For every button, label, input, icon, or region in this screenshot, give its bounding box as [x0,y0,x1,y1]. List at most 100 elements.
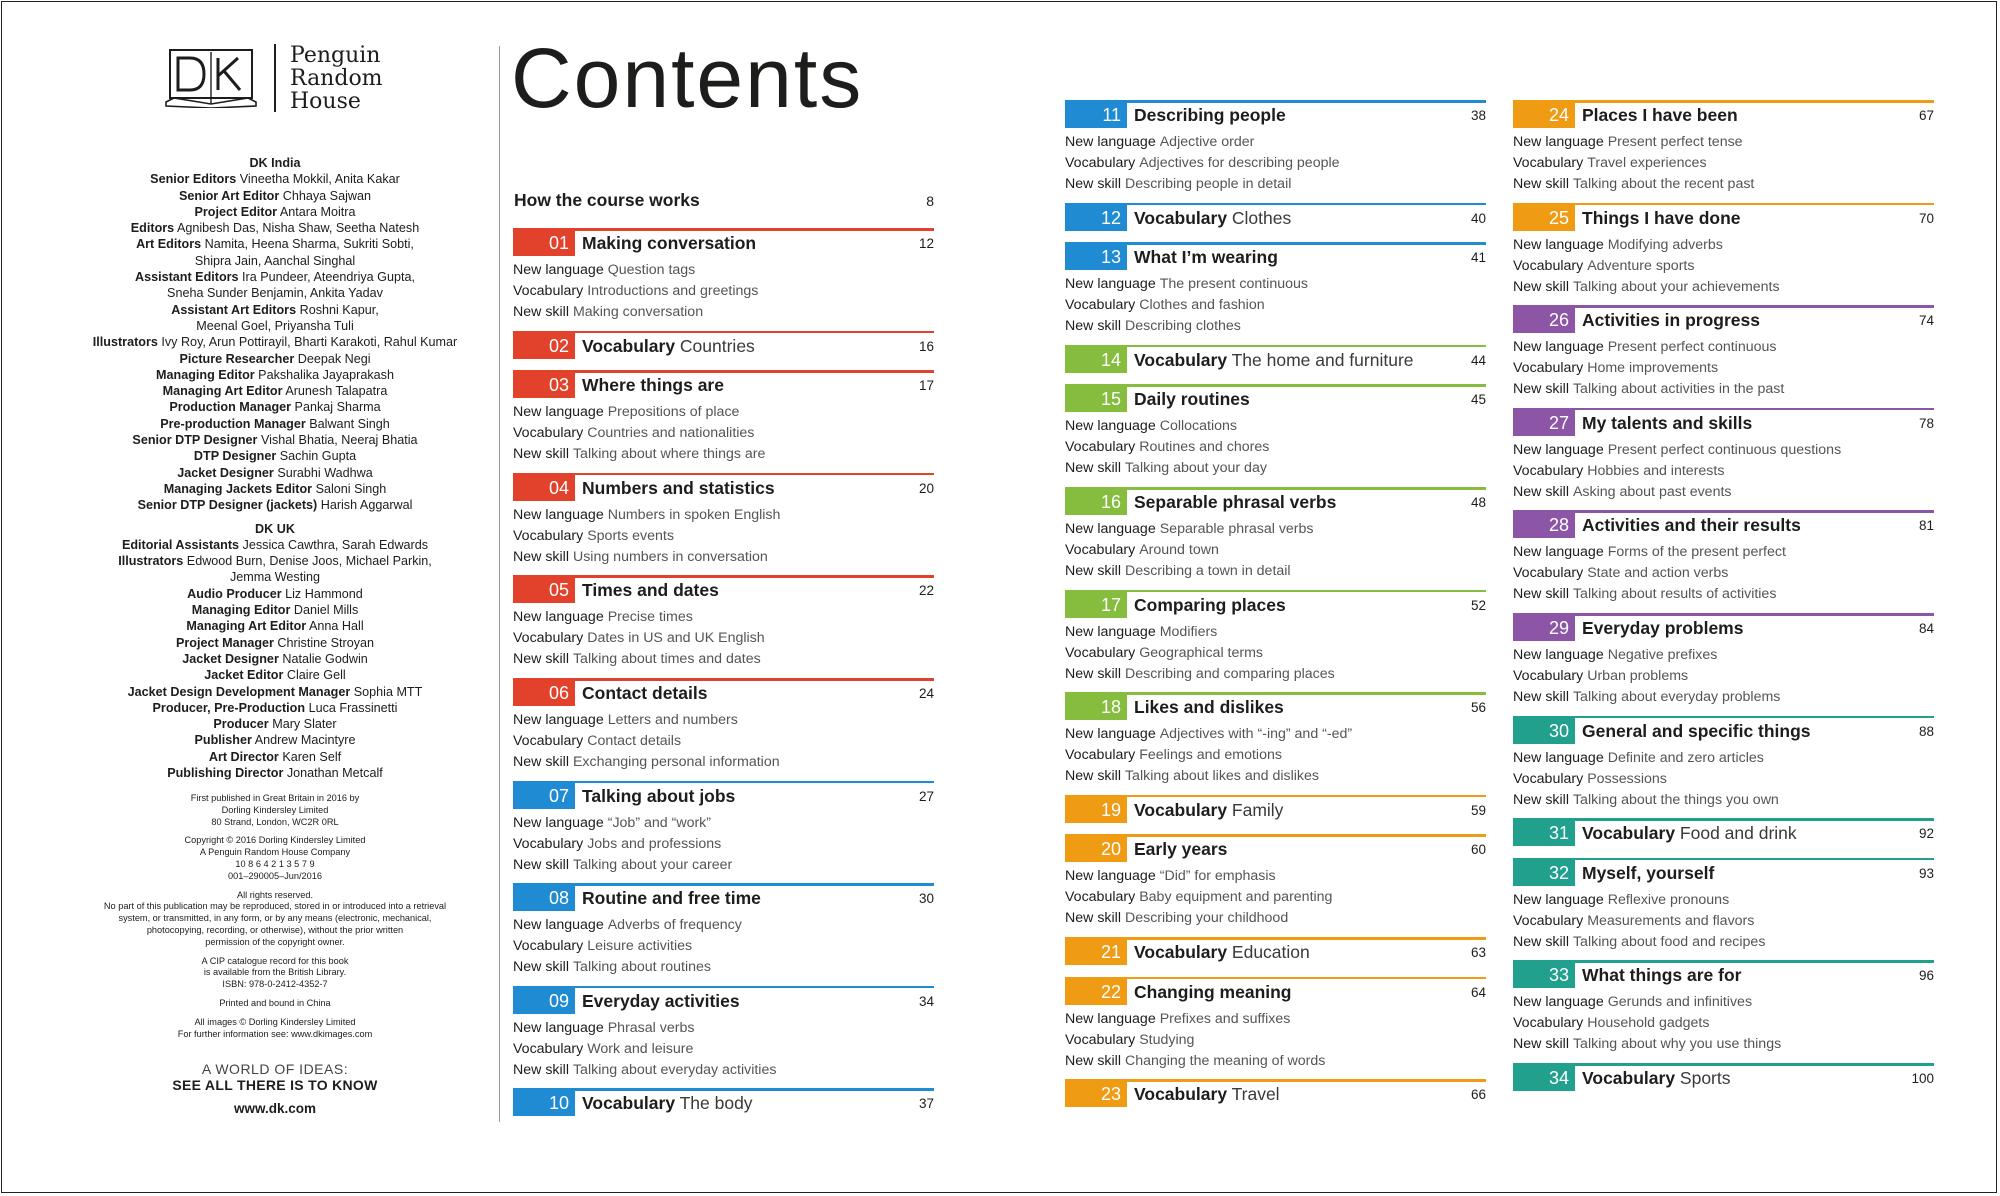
detail-value: Dates in US and UK English [587,630,765,647]
unit-title: Contact details [582,682,707,704]
unit-page-number: 30 [918,891,934,907]
detail-value: Describing and comparing places [1124,665,1335,682]
unit-rule [1065,794,1486,798]
unit-details: New language “Did” for emphasis Vocabulary… [1065,866,1332,929]
unit-detail-row: Vocabulary Dates in US and UK English [513,628,765,649]
imprint-line: A Penguin Random House Company [199,847,351,858]
unit-details: New language Prepositions of place Vocabul… [513,402,765,465]
credit-role: Publishing Director [167,765,284,780]
unit-title-text: Vocabulary [1134,1084,1228,1105]
toc-entry-how-course-works[interactable]: How the course works 8 [514,190,934,211]
credit-names: Jonathan Metcalf [283,765,383,780]
unit-number-badge: 06 [513,680,575,706]
unit-page-number: 63 [1470,945,1486,960]
credit-line: Shipra Jain, Aanchal Singhal [194,253,356,268]
credits-heading: DK India [249,156,301,170]
unit-detail-row: New skill Changing the meaning of words [1065,1051,1325,1072]
detail-label: Vocabulary [513,733,584,749]
website-link[interactable]: www.dk.com [233,1101,316,1116]
credit-role: Illustrators [92,335,158,350]
unit-rule [1065,344,1486,348]
unit-number-badge: 19 [1065,796,1127,823]
unit-title-text: Activities and their results [1582,515,1801,536]
unit-number-badge: 02 [513,332,575,359]
unit-title-text: Comparing places [1134,594,1286,615]
unit-title-text: Times and dates [582,580,719,601]
unit-detail-row: Vocabulary Clothes and fashion [1065,295,1308,316]
detail-value: Negative prefixes [1607,647,1718,663]
detail-value: Countries and nationalities [587,425,755,442]
detail-value: Exchanging personal information [572,754,780,770]
unit-detail-row: Vocabulary Baby equipment and parenting [1065,887,1332,908]
detail-value: Using numbers in conversation [572,548,768,565]
detail-value: Forms of the present perfect [1607,544,1786,561]
detail-value: Talking about likes and dislikes [1124,768,1319,785]
credit-names: Surabhi Wadhwa [273,465,373,480]
unit-subtitle: The body [675,1093,753,1114]
unit-rule [1513,857,1934,861]
unit-detail-row: New skill Talking about results of activi… [1513,584,1786,605]
unit-number-badge: 03 [513,372,575,399]
unit-number-badge: 16 [1065,489,1127,515]
detail-value: Talking about food and recipes [1572,933,1766,950]
detail-value: Talking about activities in the past [1572,381,1785,398]
detail-value: Talking about the things you own [1572,791,1779,808]
unit-title: Where things are [582,374,724,396]
unit-subtitle: Countries [675,335,755,356]
detail-label: New language [1065,1010,1156,1027]
credits-gap [55,514,495,521]
imprint-line: 001–290005–Jun/2016 [227,870,322,881]
unit-page-number: 16 [918,338,934,354]
unit-page-number: 66 [1470,1087,1486,1103]
credit-line: Illustrators Ivy Roy, Arun Pottirayil, B… [55,334,495,350]
unit-rule [513,678,934,681]
unit-detail-row: New skill Describing people in detail [1065,174,1340,195]
detail-value: Adjectives with “-ing” and “-ed” [1159,726,1353,743]
unit-detail-row: Vocabulary Feelings and emotions [1065,745,1352,766]
detail-label: Vocabulary [1513,257,1584,274]
credit-names: Karen Self [278,749,342,764]
unit-rule [1513,202,1934,206]
unit-number-badge: 25 [1513,204,1575,231]
unit-page-number: 93 [1918,865,1934,881]
unit-title-text: Contact details [582,683,708,703]
detail-value: Prepositions of place [607,404,740,421]
detail-label: Vocabulary [513,527,584,544]
imprint-notice: First published in Great Britain in 2016… [55,793,495,1040]
credit-role: Senior DTP Designer [132,433,258,448]
unit-rule [1065,976,1486,980]
unit-details: New language Negative prefixes Vocabulary U… [1513,645,1780,708]
credit-names: Claire Gell [283,668,346,683]
detail-value: Modifying adverbs [1607,236,1723,253]
detail-value: Prefixes and suffixes [1159,1010,1291,1027]
detail-label: New skill [513,856,569,873]
unit-details: New language Gerunds and infinitives Vocab… [1513,992,1781,1055]
credit-names: Daniel Mills [290,603,359,618]
unit-detail-row: New language Numbers in spoken English [513,505,780,526]
unit-rule [513,330,934,334]
unit-detail-row: New language Forms of the present perfect [1513,542,1786,563]
detail-label: New skill [1065,318,1121,335]
detail-label: New skill [513,446,569,463]
detail-label: New language [1513,749,1604,766]
credit-names: Deepak Negi [294,351,371,366]
unit-number-badge: 05 [513,577,575,604]
unit-page-number: 34 [918,993,934,1009]
unit-details: New language Separable phrasal verbs Vocab… [1065,519,1314,582]
detail-label: New language [513,262,604,278]
detail-label: Vocabulary [513,630,584,647]
unit-title: Likes and dislikes [1134,696,1284,718]
unit-number-badge: 34 [1513,1065,1575,1091]
credit-line: Audio Producer Liz Hammond [55,586,495,602]
credit-line: Managing Art Editor Anna Hall [55,618,495,634]
unit-detail-row: New skill Exchanging personal information [513,752,780,773]
unit-rule [513,575,934,578]
unit-detail-row: New language Reflexive pronouns [1513,890,1765,911]
unit-title-text: Talking about jobs [582,785,736,806]
unit-number-badge: 33 [1513,962,1575,989]
detail-value: Urban problems [1587,668,1689,684]
unit-number-badge: 26 [1513,307,1575,334]
imprint-line: permission of the copyright owner. [205,936,345,947]
detail-label: Vocabulary [1513,565,1584,582]
credit-role: Jacket Design Development Manager [127,684,351,699]
